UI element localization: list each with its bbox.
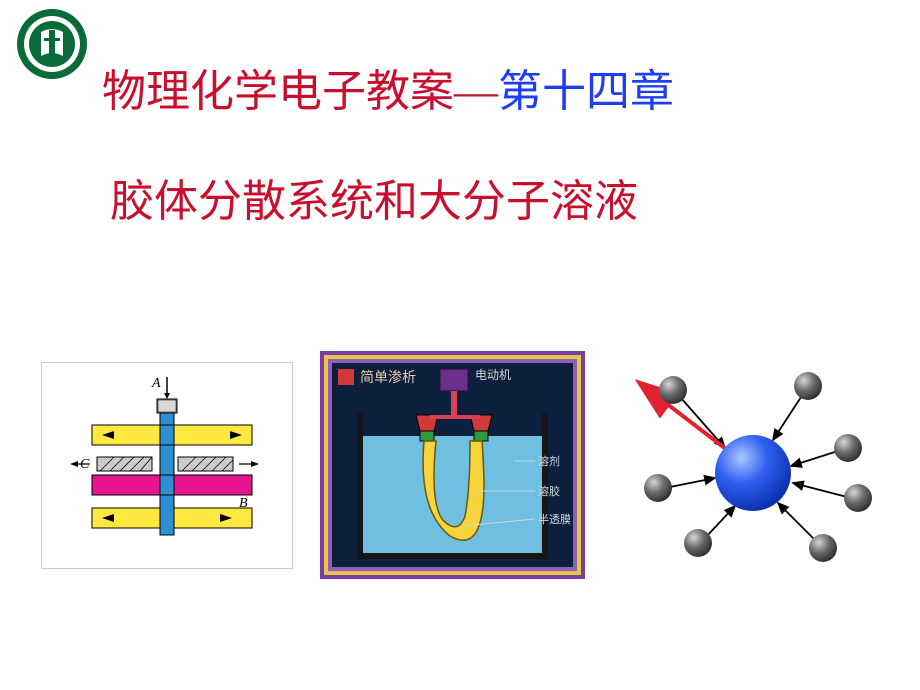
legend-solvent: 溶剂	[538, 454, 560, 468]
dialysis-title: 简单渗析	[360, 369, 416, 386]
diagram-brownian-motion	[613, 358, 878, 573]
title-part1: 物理化学电子教案	[102, 67, 454, 116]
legend-membrane: 半透膜	[538, 512, 571, 526]
legend-sol: 溶胶	[538, 484, 560, 498]
diagrams-row: A C	[0, 340, 920, 590]
university-logo	[16, 8, 88, 80]
subtitle-text: 胶体分散系统和大分子溶液	[110, 177, 638, 226]
motor-label: 电动机	[475, 368, 511, 382]
label-a: A	[151, 376, 161, 391]
diagram-dialysis: 简单渗析 电动机 溶剂 溶胶 半透膜	[320, 351, 585, 579]
title-part3: 第十四章	[498, 67, 674, 116]
page-title: 物理化学电子教案—第十四章	[102, 55, 674, 119]
page-subtitle: 胶体分散系统和大分子溶液	[110, 165, 638, 229]
diagram-colloid-mill: A C	[42, 363, 292, 568]
title-dash: —	[454, 67, 498, 116]
